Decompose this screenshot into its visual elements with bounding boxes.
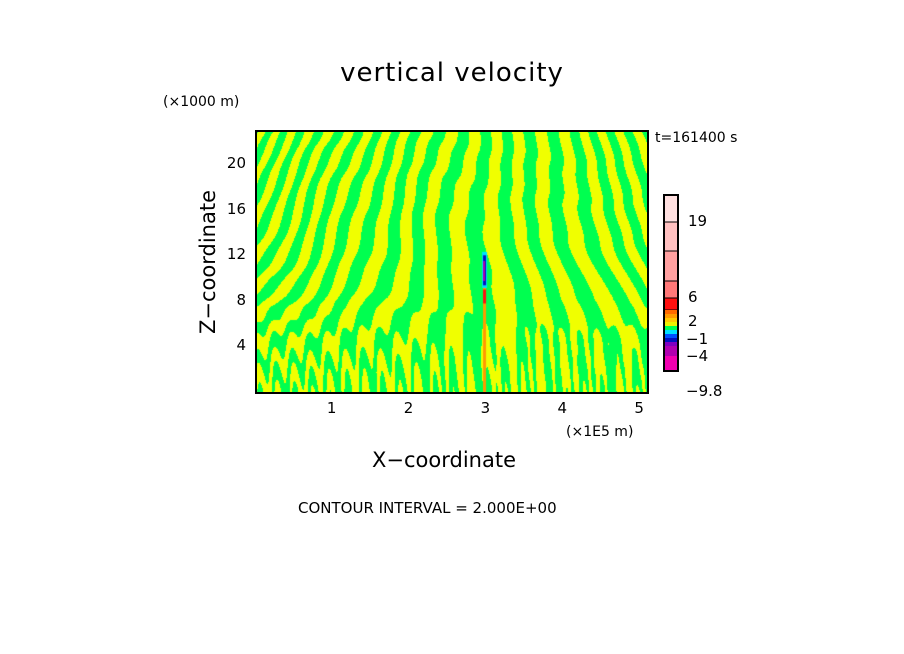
x-tick-label: 3: [480, 399, 491, 417]
y-tick-label: 16: [226, 199, 246, 218]
x-tick-label: 1: [326, 399, 337, 417]
colorbar-segment: [663, 280, 679, 299]
colorbar-segment: [663, 297, 679, 311]
colorbar-label: 6: [688, 288, 698, 306]
x-tick-label: 2: [403, 399, 414, 417]
colorbar-label: −4: [686, 347, 709, 365]
x-axis-label: X−coordinate: [372, 448, 516, 472]
time-label: t=161400 s: [655, 130, 738, 146]
colorbar-segment: [664, 356, 678, 371]
colorbar-segment: [664, 314, 678, 318]
colorbar-segment: [664, 338, 678, 342]
colorbar-segment: [663, 221, 679, 252]
colorbar-segment: [664, 318, 678, 322]
colorbar-segment: [663, 250, 679, 282]
contour-field: [255, 130, 647, 392]
colorbar-segment: [664, 330, 678, 334]
x-tick-label: 4: [557, 399, 567, 417]
colorbar-label: −9.8: [686, 382, 723, 400]
y-tick-label: 8: [236, 290, 246, 309]
colorbar-segment: [664, 310, 678, 314]
colorbar-segment: [664, 342, 678, 346]
colorbar-segment: [664, 326, 678, 330]
colorbar-segment: [664, 334, 678, 338]
x-units-label: (×1E5 m): [566, 424, 634, 440]
colorbar-outline: [663, 194, 679, 372]
x-tick-label: 5: [634, 399, 644, 417]
colorbar-label: 2: [688, 312, 698, 330]
colorbar-segment: [664, 346, 678, 356]
colorbar-segment: [664, 322, 678, 326]
y-axis-label: Z−coordinate: [196, 190, 220, 334]
y-tick-label: 12: [226, 245, 246, 264]
chart-title: vertical velocity: [340, 58, 564, 88]
colorbar-label: 19: [688, 212, 708, 230]
y-tick-label: 4: [236, 336, 246, 355]
z-units-label: (×1000 m): [163, 94, 240, 110]
colorbar-label: −1: [686, 330, 709, 348]
colorbar-segment: [663, 194, 679, 223]
contour-interval-label: CONTOUR INTERVAL = 2.000E+00: [298, 499, 557, 517]
y-tick-label: 20: [226, 154, 246, 173]
